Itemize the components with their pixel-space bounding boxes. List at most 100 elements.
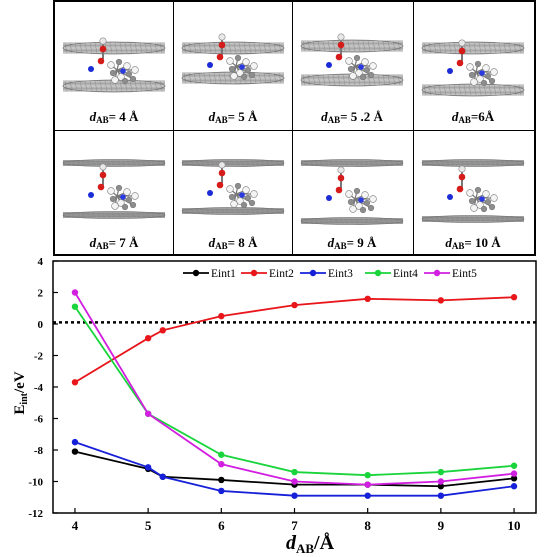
data-point-eint2 — [364, 295, 371, 302]
y-tick-label: 2 — [38, 288, 44, 300]
x-tick-label: 10 — [508, 518, 521, 533]
data-point-eint1 — [218, 476, 225, 484]
data-point-eint2 — [71, 379, 79, 386]
y-axis-label-unit: /eV — [12, 371, 28, 394]
panel-label-value: = 10 Å — [464, 235, 501, 250]
data-point-eint4 — [71, 303, 79, 310]
structure-panel-4: dAB=6Å — [414, 2, 534, 131]
data-point-eint1 — [437, 483, 445, 490]
y-tick-label: -8 — [34, 445, 44, 457]
y-tick-label: 0 — [38, 319, 44, 331]
legend-label: Eint5 — [452, 268, 477, 280]
y-tick-label: -10 — [28, 477, 43, 489]
legend-marker — [250, 269, 258, 277]
legend-marker — [433, 269, 441, 277]
interaction-energy-chart: Eint1 Eint2 Eint3 Eint4 Eint5 420-2-4-6-8-10… — [12, 256, 537, 556]
panel-distance-label: dAB= 5 Å — [174, 109, 292, 125]
x-axis-label-main: d — [286, 532, 297, 554]
data-point-eint5 — [218, 460, 225, 468]
legend-marker — [192, 269, 200, 277]
x-axis-label: dAB/Å — [286, 531, 335, 556]
legend-label: Eint1 — [211, 268, 236, 280]
data-point-eint2 — [510, 294, 518, 301]
panel-label-sub: AB — [96, 241, 109, 251]
panel-distance-label: dAB= 9 Å — [293, 235, 411, 251]
structure-panel-5: dAB= 7 Å — [55, 131, 174, 256]
panel-label-sub: AB — [334, 241, 347, 251]
panel-distance-label: dAB= 8 Å — [174, 235, 292, 251]
panel-label-value: = 4 Å — [108, 109, 139, 124]
x-axis-label-unit: /Å — [313, 531, 335, 554]
data-point-eint3 — [218, 487, 225, 495]
data-point-eint3 — [159, 473, 166, 480]
x-tick-label: 5 — [145, 518, 152, 533]
data-point-eint2 — [144, 334, 152, 342]
structure-panel-6: dAB= 8 Å — [174, 131, 293, 256]
molecule-structure-image — [62, 159, 166, 219]
data-point-eint3 — [71, 438, 79, 446]
panel-distance-label: dAB= 4 Å — [55, 109, 173, 125]
data-point-eint2 — [291, 301, 298, 309]
data-point-eint2 — [159, 327, 166, 334]
data-point-eint5 — [510, 470, 518, 477]
panel-label-value: = 7 Å — [108, 235, 139, 250]
structure-panel-1: dAB= 4 Å — [55, 2, 174, 131]
x-tick-label: 9 — [438, 518, 445, 533]
x-axis-label-sub: AB — [296, 541, 314, 556]
panel-label-sub: AB — [215, 241, 228, 251]
panel-label-prefix: d — [321, 109, 328, 124]
y-axis-label: Eint/eV — [12, 371, 30, 415]
panel-distance-label: dAB= 5 .2 Å — [293, 109, 411, 125]
y-axis-label-sub: int — [19, 392, 30, 404]
molecule-structure-image — [62, 37, 166, 93]
series-eint5 — [71, 289, 518, 488]
panel-label-prefix: d — [208, 235, 216, 250]
panel-label-prefix: d — [89, 109, 97, 124]
structure-panel-3: dAB= 5 .2 Å — [293, 2, 414, 131]
y-tick-label: -4 — [34, 382, 44, 394]
y-tick-label: -2 — [34, 351, 44, 363]
y-tick-label: -6 — [34, 414, 44, 426]
panel-label-sub: AB — [215, 115, 228, 125]
data-point-eint3 — [144, 464, 152, 471]
data-point-eint3 — [291, 492, 298, 499]
panel-label-sub: AB — [458, 115, 471, 125]
molecule-structure-image — [421, 39, 525, 97]
panel-label-value: =6Å — [470, 109, 495, 124]
panel-label-prefix: d — [208, 109, 216, 124]
legend-label: Eint2 — [269, 268, 294, 280]
data-point-eint1 — [510, 475, 518, 482]
panel-label-value: = 5 Å — [227, 109, 258, 124]
data-point-eint4 — [437, 468, 445, 476]
panel-distance-label: dAB= 10 Å — [414, 235, 532, 251]
structure-panel-7: dAB= 9 Å — [293, 131, 414, 256]
molecule-structure-image — [300, 159, 404, 225]
molecule-structure-image — [300, 33, 404, 87]
series-line-eint4 — [74, 306, 515, 477]
data-point-eint4 — [218, 451, 225, 458]
panel-label-value: = 8 Å — [227, 235, 258, 250]
panel-distance-label: dAB= 7 Å — [55, 235, 173, 251]
data-point-eint5 — [437, 478, 445, 485]
legend-marker — [309, 269, 317, 277]
series-eint4 — [71, 303, 518, 479]
panel-distance-label: dAB=6Å — [414, 109, 532, 125]
data-point-eint5 — [364, 481, 371, 488]
y-tick-label: 4 — [38, 256, 44, 268]
data-point-eint4 — [510, 462, 518, 469]
x-tick-label: 6 — [218, 518, 225, 533]
series-line-eint2 — [74, 296, 515, 384]
panel-label-value: = 5 .2 Å — [340, 109, 383, 124]
molecule-structure-image — [181, 33, 285, 85]
data-point-eint3 — [364, 492, 371, 499]
series-eint2 — [71, 294, 518, 386]
data-point-eint4 — [291, 468, 298, 476]
panel-label-prefix: d — [451, 109, 459, 124]
series-eint3 — [71, 438, 518, 499]
panel-label-prefix: d — [89, 235, 97, 250]
legend-label: Eint3 — [328, 268, 353, 280]
y-tick-label: -12 — [28, 508, 43, 520]
panel-label-value: = 9 Å — [346, 235, 377, 250]
molecule-structure-image — [421, 159, 525, 223]
